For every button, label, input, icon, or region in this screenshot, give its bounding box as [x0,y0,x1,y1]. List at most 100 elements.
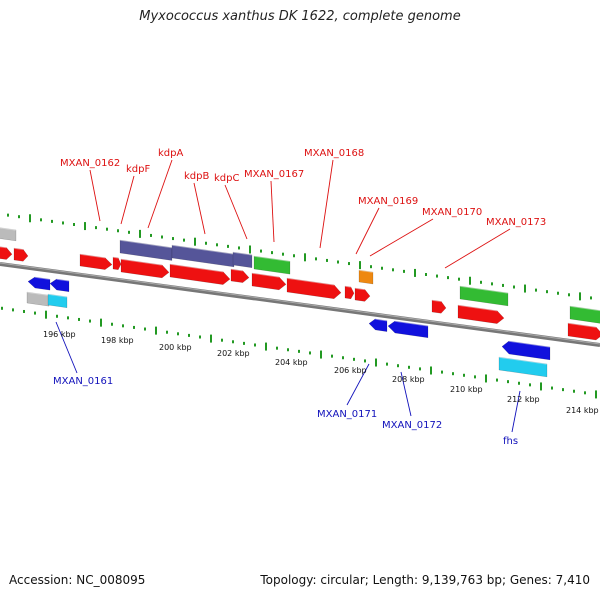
gene-blue-0172-shine [394,320,429,327]
scale-label: 200 kbp [159,343,192,352]
gene-blue-fhs-shine [508,340,551,348]
gene-orange-shine [358,269,374,273]
gene-purple-kdpC-shine [232,251,253,256]
gene-blue-0171-shine [375,318,388,322]
gene-features[interactable] [0,226,600,378]
gene-purple-kdpC[interactable] [232,251,253,269]
gene-green-right-shine [569,305,600,312]
map-title: Myxococcus xanthus DK 1622, complete gen… [139,9,461,24]
gene-green-0173[interactable] [459,285,509,307]
gene-blue-0171[interactable] [368,318,388,332]
outer-tick-track [7,213,592,301]
gene-green-0173-shine [459,285,509,294]
gene-red-near-0173[interactable] [431,299,447,314]
scale-labels: 196 kbp 198 kbp 200 kbp 202 kbp 204 kbp 206 k… [43,330,599,415]
leader-line [369,218,434,257]
gene-red-right-shine [567,322,597,328]
leader-line [355,207,380,255]
scale-label: 206 kbp [334,366,367,375]
gene-cyan-0161-shine [47,293,68,298]
label-kdpf[interactable]: kdpF [126,164,150,175]
gene-red-left-a[interactable] [0,246,13,260]
gene-red-0162[interactable] [79,253,113,270]
gene-purple-kdpA[interactable] [119,239,173,261]
gene-red-kdp-row-a[interactable] [120,258,170,279]
gene-green-right[interactable] [569,305,600,324]
scale-label: 214 kbp [566,406,599,415]
label-mxan-0169[interactable]: MXAN_0169 [358,196,418,207]
gene-grey-left[interactable] [0,227,17,242]
gene-blue-fhs[interactable] [501,340,551,361]
gene-red-0173b[interactable] [457,304,505,324]
leader-line [55,321,78,374]
gene-red-0170[interactable] [354,287,371,302]
label-mxan-0170[interactable]: MXAN_0170 [422,207,482,218]
gene-orange[interactable] [358,269,374,285]
leader-line [270,180,275,243]
gene-green-0167[interactable] [253,255,291,275]
label-mxan-0173[interactable]: MXAN_0173 [486,217,546,228]
accession-text: Accession: NC_008095 [9,573,146,587]
leader-line [346,363,370,406]
leader-line [120,175,135,225]
gene-cyan-fhs-shine [498,356,548,365]
gene-grey-0161[interactable] [26,291,50,307]
gene-red-near-0173-shine [431,299,442,303]
leader-line [193,182,206,235]
gene-purple-kdpB-shine [171,244,235,255]
leader-line [224,184,248,240]
gene-purple-kdpB[interactable] [171,244,235,268]
leader-line [147,159,173,229]
label-kdpc[interactable]: kdpC [214,173,239,184]
label-mxan-0171[interactable]: MXAN_0171 [317,409,377,420]
gene-red-left-a-shine [0,245,7,249]
label-mxan-0167[interactable]: MXAN_0167 [244,169,304,180]
label-mxan-0168[interactable]: MXAN_0168 [304,148,364,159]
gene-red-0168-shine [251,272,280,278]
gene-red-kdpF-shine [112,256,119,259]
gene-purple-kdpA-shine [119,239,173,249]
gene-red-kdpF[interactable] [112,256,122,271]
gene-red-0168[interactable] [251,272,287,291]
scale-label: 198 kbp [101,336,134,345]
gene-grey-left-shine [0,226,17,231]
gene-red-kdp-row-c-shine [230,268,243,272]
leader-line [444,228,511,269]
gene-red-0169[interactable] [344,285,355,300]
gene-blue-0161a[interactable] [27,276,51,291]
gene-blue-0161b[interactable] [49,278,70,293]
gene-blue-0161a-shine [34,276,51,280]
gene-grey-0161-shine [26,291,50,296]
scale-label: 202 kbp [217,349,250,358]
scale-label: 196 kbp [43,330,76,339]
label-mxan-0172[interactable]: MXAN_0172 [382,420,442,431]
label-fhs[interactable]: fhs [503,436,518,447]
inner-tick-track [1,306,597,399]
gene-cyan-0161[interactable] [47,293,68,309]
label-kdpa[interactable]: kdpA [158,148,183,159]
genome-info-text: Topology: circular; Length: 9,139,763 bp… [260,573,590,587]
label-leader-lines [55,159,521,433]
scale-label: 210 kbp [450,385,483,394]
gene-red-kdp-row-c[interactable] [230,268,250,283]
scale-label: 208 kbp [392,375,425,384]
gene-red-0168b-shine [286,277,335,286]
label-mxan-0162[interactable]: MXAN_0162 [60,158,120,169]
gene-red-left-b[interactable] [13,247,29,262]
gene-red-kdp-row-b[interactable] [169,263,231,285]
genome-backbone [0,262,600,347]
gene-blue-0172[interactable] [387,320,429,339]
leader-line [511,390,521,433]
gene-blue-0161b-shine [56,278,70,282]
label-mxan-0161[interactable]: MXAN_0161 [53,376,113,387]
gene-red-0168b[interactable] [286,277,342,300]
gene-red-kdp-row-a-shine [120,258,163,266]
label-kdpb[interactable]: kdpB [184,171,209,182]
leader-line [89,169,101,222]
leader-line [319,159,334,249]
gene-cyan-fhs[interactable] [498,356,548,378]
gene-red-0173b-shine [457,304,498,312]
genome-backbone-highlight [0,262,600,345]
